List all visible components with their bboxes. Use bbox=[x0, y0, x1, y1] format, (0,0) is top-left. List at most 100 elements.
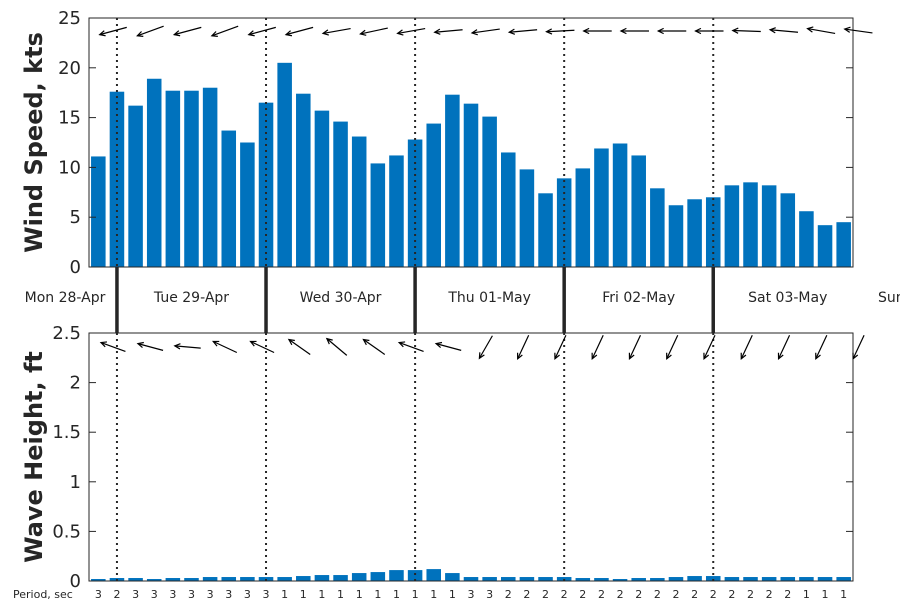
wave-direction-arrowhead-0 bbox=[99, 341, 108, 348]
wind-direction-arrow-20 bbox=[844, 28, 873, 34]
wave-direction-arrowhead-17 bbox=[740, 352, 747, 361]
wind-direction-arrowhead-5 bbox=[284, 30, 293, 37]
wave-direction-arrowhead-18 bbox=[777, 352, 784, 361]
wind-axes-box bbox=[88, 17, 854, 268]
period-value-16: 1 bbox=[393, 588, 400, 600]
period-value-36: 2 bbox=[766, 588, 773, 600]
wind-ytick-label-0: 0 bbox=[70, 257, 81, 278]
wind-direction-arrow-0 bbox=[99, 26, 127, 36]
wave-bar-15 bbox=[370, 572, 386, 581]
wave-direction-arrow-10 bbox=[478, 335, 493, 359]
wave-direction-arrowhead-10 bbox=[478, 352, 485, 360]
wave-direction-arrow-19 bbox=[815, 334, 828, 360]
wave-bar-32 bbox=[687, 576, 702, 581]
wind-direction-arrowhead-0 bbox=[98, 30, 106, 37]
wind-bar-12 bbox=[314, 110, 330, 268]
wind-direction-arrowhead-10 bbox=[470, 29, 478, 36]
wave-bar-37 bbox=[780, 577, 796, 581]
period-value-26: 2 bbox=[579, 588, 586, 600]
wind-bar-23 bbox=[519, 169, 535, 267]
wave-direction-arrowhead-11 bbox=[516, 352, 523, 361]
wind-bar-27 bbox=[594, 148, 609, 267]
wave-bar-28 bbox=[612, 579, 628, 581]
wave-bar-33 bbox=[705, 576, 721, 581]
wind-direction-arrowhead-2 bbox=[172, 30, 181, 37]
wind-bar-13 bbox=[333, 121, 348, 267]
wind-direction-arrowhead-20 bbox=[843, 26, 851, 33]
wave-direction-arrow-16 bbox=[703, 334, 716, 360]
wind-bar-15 bbox=[370, 163, 386, 267]
wind-direction-arrowhead-13 bbox=[582, 27, 590, 35]
period-value-40: 1 bbox=[840, 588, 847, 600]
wave-bar-3 bbox=[146, 579, 162, 581]
period-value-32: 2 bbox=[691, 588, 698, 600]
wave-bar-16 bbox=[389, 570, 404, 581]
wave-direction-arrow-6 bbox=[326, 338, 348, 356]
wave-bar-7 bbox=[221, 577, 237, 581]
wind-direction-arrowhead-1 bbox=[136, 31, 144, 37]
wave-ylabel: Wave Height, ft bbox=[20, 351, 48, 563]
wind-bar-36 bbox=[761, 185, 777, 267]
period-value-28: 2 bbox=[617, 588, 624, 600]
wind-bar-10 bbox=[277, 62, 292, 267]
period-value-35: 2 bbox=[747, 588, 754, 600]
wave-bar-21 bbox=[482, 577, 497, 581]
wind-direction-arrow-11 bbox=[509, 29, 538, 33]
wave-bar-5 bbox=[184, 578, 199, 581]
wave-bar-13 bbox=[333, 575, 348, 581]
wave-direction-arrowhead-8 bbox=[397, 341, 406, 348]
period-value-25: 2 bbox=[561, 588, 568, 600]
wave-direction-arrowhead-5 bbox=[287, 338, 295, 346]
wind-direction-arrow-3 bbox=[211, 25, 239, 37]
wave-direction-arrowhead-7 bbox=[362, 338, 370, 346]
wind-direction-arrow-6 bbox=[322, 27, 351, 35]
wind-bar-35 bbox=[743, 182, 758, 267]
wave-direction-arrowhead-4 bbox=[249, 340, 257, 347]
wave-bar-0 bbox=[91, 579, 106, 581]
wind-direction-arrow-2 bbox=[174, 26, 202, 36]
wave-ytick-label-0: 0 bbox=[70, 571, 81, 592]
period-value-2: 3 bbox=[132, 588, 139, 600]
wind-direction-arrowhead-4 bbox=[247, 30, 255, 37]
period-value-38: 1 bbox=[803, 588, 810, 600]
wave-direction-arrow-12 bbox=[554, 334, 567, 360]
wave-bar-19 bbox=[445, 573, 460, 581]
wave-bar-10 bbox=[277, 577, 292, 581]
period-value-8: 3 bbox=[244, 588, 251, 600]
wave-bar-12 bbox=[314, 575, 330, 581]
period-value-34: 2 bbox=[728, 588, 735, 600]
wind-bar-18 bbox=[426, 123, 441, 268]
period-value-12: 1 bbox=[318, 588, 325, 600]
wind-ytick-label-3: 15 bbox=[58, 108, 81, 129]
wind-direction-arrowhead-17 bbox=[731, 27, 739, 34]
wind-bar-3 bbox=[146, 78, 162, 267]
wind-direction-arrowhead-9 bbox=[433, 28, 441, 35]
wave-bar-36 bbox=[761, 577, 777, 581]
period-value-31: 2 bbox=[672, 588, 679, 600]
period-value-0: 3 bbox=[95, 588, 102, 600]
wind-bar-9 bbox=[258, 102, 274, 267]
wave-bar-24 bbox=[538, 577, 553, 581]
wind-ytick-label-4: 20 bbox=[58, 58, 81, 79]
wave-bar-34 bbox=[724, 577, 740, 581]
wind-direction-arrowhead-14 bbox=[619, 27, 627, 35]
wind-bar-6 bbox=[202, 87, 218, 267]
wind-direction-arrow-8 bbox=[397, 27, 426, 35]
period-value-6: 3 bbox=[207, 588, 214, 600]
period-value-11: 1 bbox=[300, 588, 307, 600]
wind-direction-arrowhead-18 bbox=[768, 27, 776, 34]
wind-bar-32 bbox=[687, 199, 702, 267]
wind-direction-arrow-19 bbox=[807, 27, 836, 35]
period-value-30: 2 bbox=[654, 588, 661, 600]
wind-direction-arrow-4 bbox=[248, 26, 276, 36]
wave-bar-38 bbox=[799, 577, 814, 581]
wave-ytick-label-2: 1 bbox=[70, 472, 81, 493]
wind-bar-2 bbox=[128, 105, 143, 267]
wind-bar-29 bbox=[631, 155, 646, 267]
period-value-22: 2 bbox=[505, 588, 512, 600]
wave-ytick-label-5: 2.5 bbox=[52, 323, 81, 344]
wave-direction-arrowhead-2 bbox=[173, 343, 181, 350]
wave-ytick-label-4: 2 bbox=[70, 373, 81, 394]
wind-direction-arrowhead-19 bbox=[806, 26, 814, 33]
